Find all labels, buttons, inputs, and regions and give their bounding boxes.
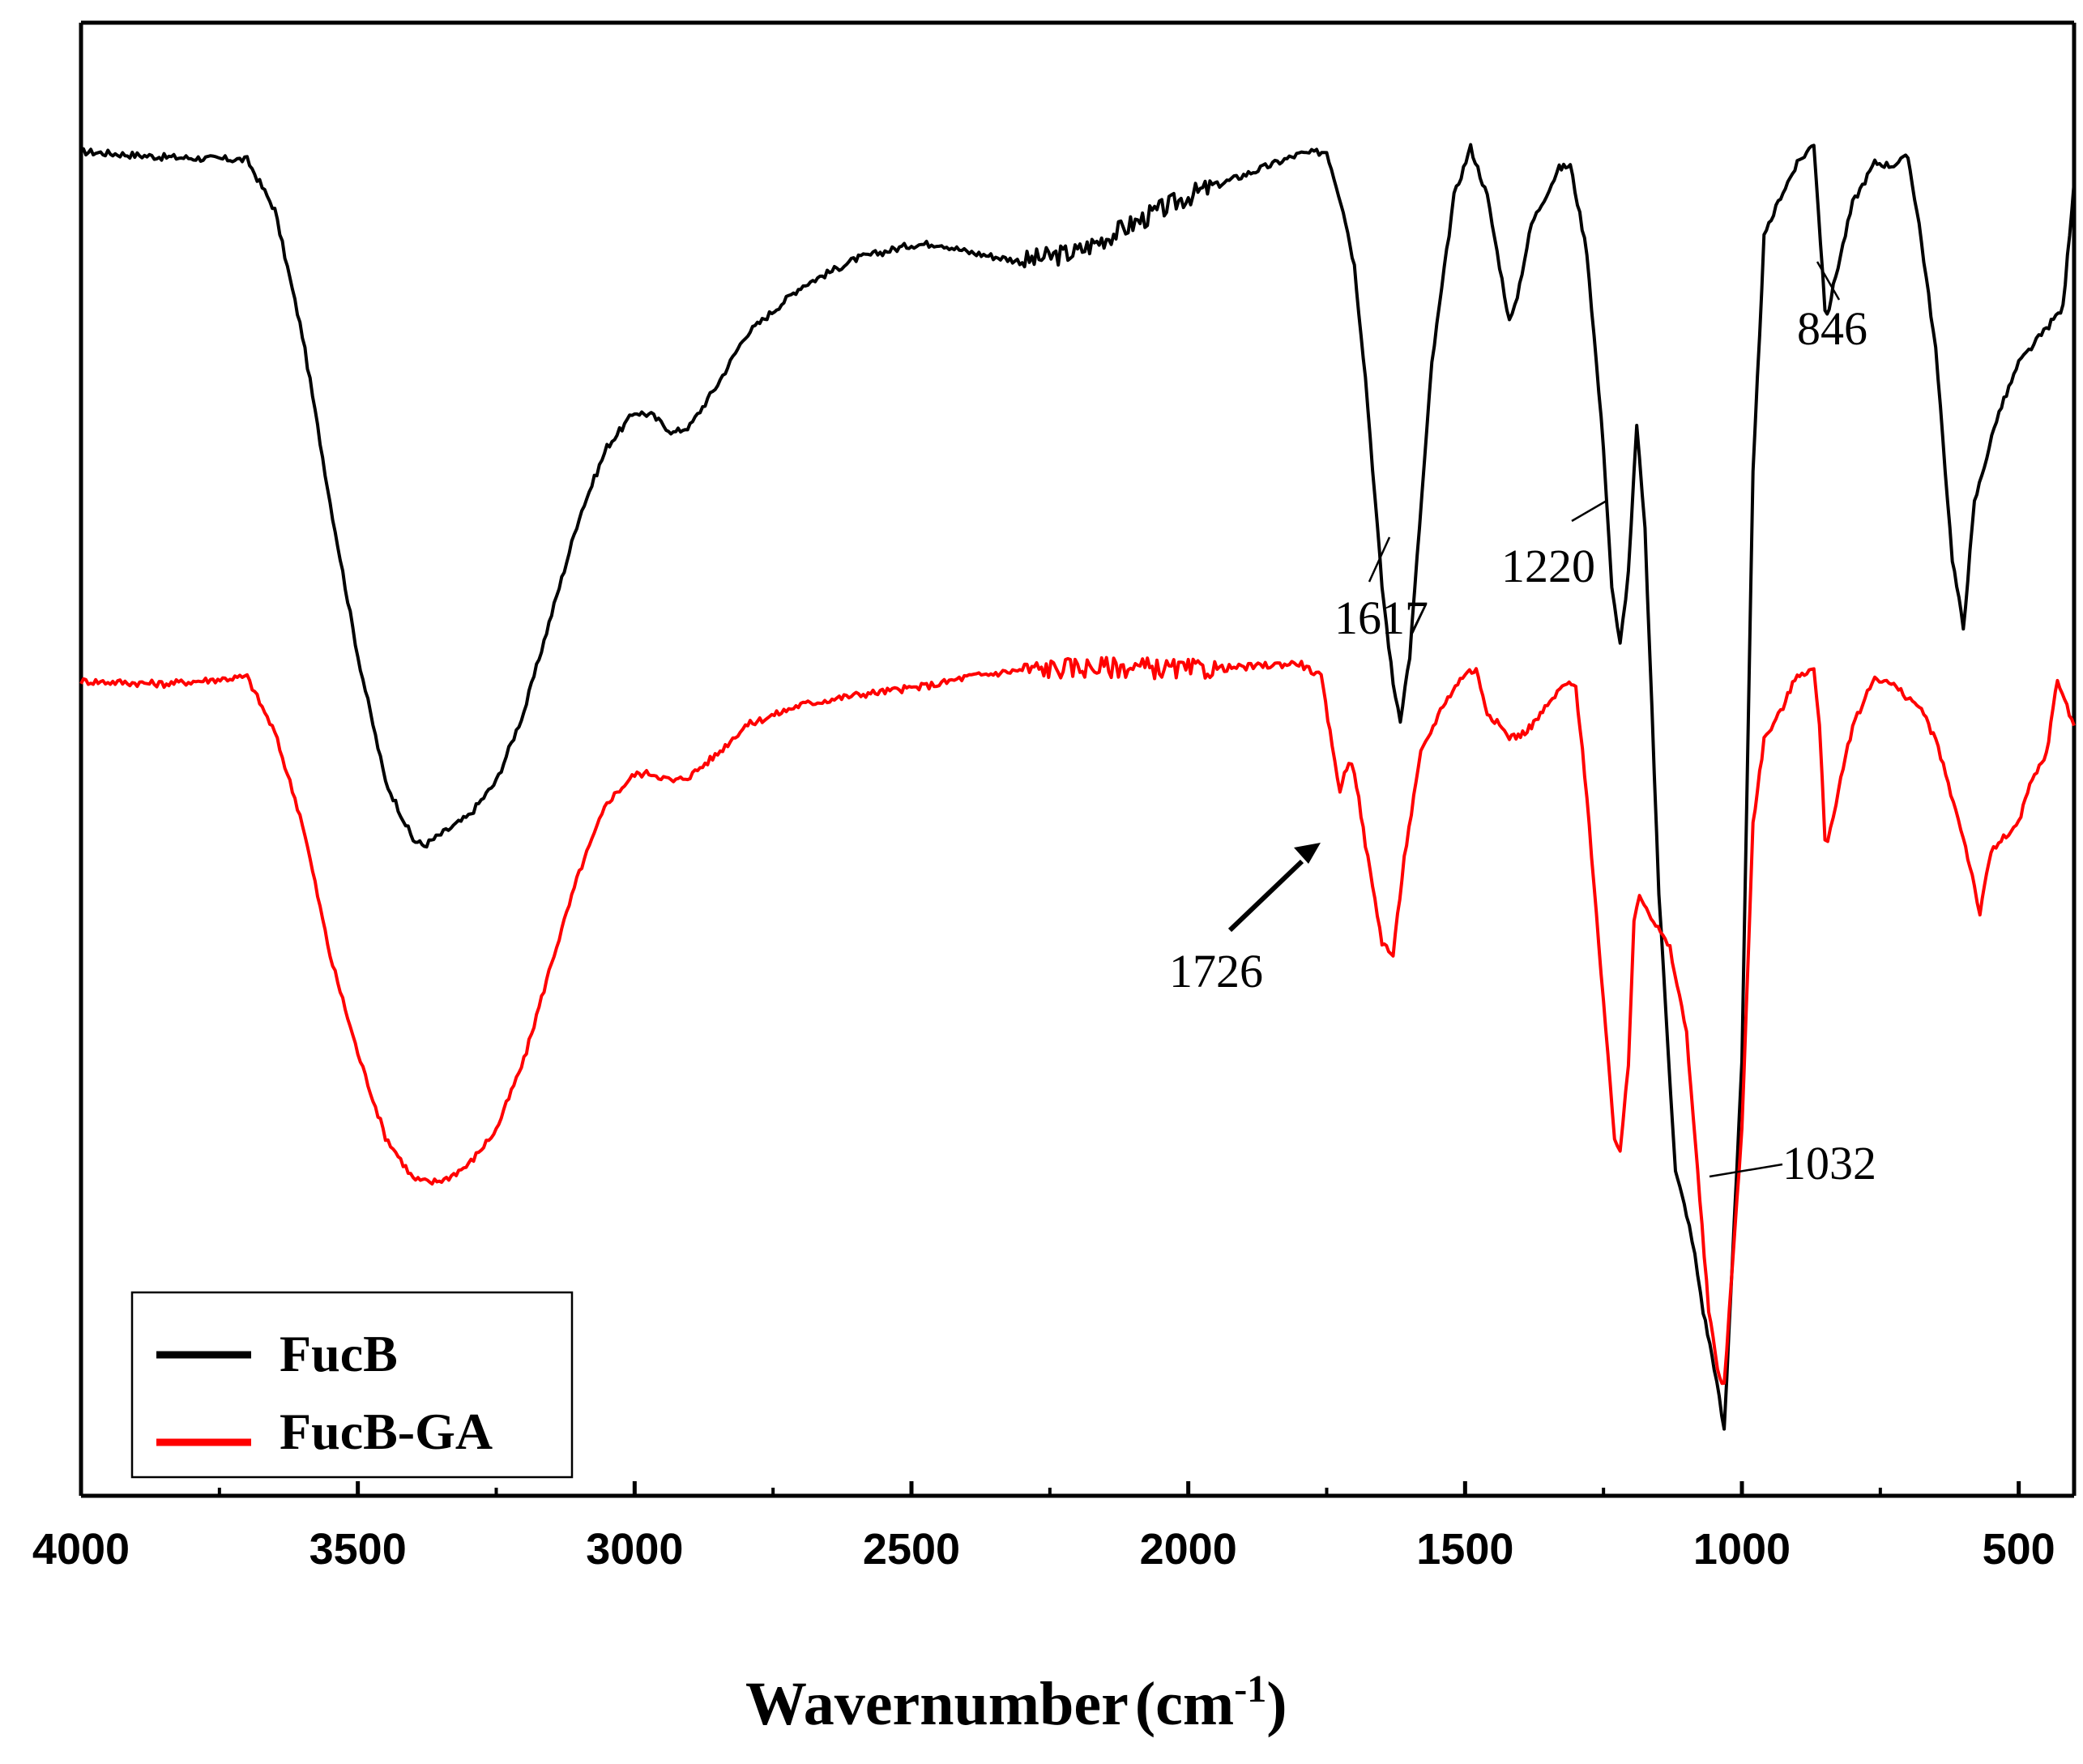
- annotation-1617: 1617: [1334, 592, 1428, 644]
- x-ticks: [79, 1481, 2021, 1496]
- annotation-leader-846: [1816, 261, 1841, 301]
- legend-label-fucb: FucB: [280, 1325, 398, 1382]
- x-tick-label-500: 500: [1983, 1525, 2055, 1574]
- annotation-leader-1617: [1368, 536, 1391, 583]
- x-tick-label-2000: 2000: [1140, 1525, 1237, 1574]
- x-axis-title: Wavernumber (cm-1): [745, 1668, 1287, 1738]
- annotation-1220: 1220: [1501, 540, 1595, 592]
- x-tick-label-1500: 1500: [1416, 1525, 1513, 1574]
- series-line-fucb-ga: [79, 656, 2076, 1386]
- annotation-1726: 1726: [1169, 945, 1263, 997]
- x-tick-label-2500: 2500: [863, 1525, 960, 1574]
- annotation-1032: 1032: [1782, 1137, 1876, 1190]
- annotation-leader-1032: [1709, 1163, 1783, 1178]
- annotation-846: 846: [1797, 302, 1867, 355]
- series-lines: [79, 143, 2076, 1431]
- annotations: 846 1617 1220 1726 1032: [1169, 261, 1876, 1190]
- legend-label-fucb-ga: FucB-GA: [280, 1403, 493, 1460]
- annotation-arrowhead-1726: [1294, 843, 1321, 864]
- annotation-arrow-1726: [1227, 859, 1304, 933]
- x-axis-title-unit: (cm: [1135, 1670, 1234, 1738]
- series-line-fucb: [81, 143, 2076, 1431]
- x-tick-label-3000: 3000: [586, 1525, 683, 1574]
- x-axis-title-main: Wavernumber: [745, 1670, 1129, 1738]
- x-tick-label-1000: 1000: [1693, 1525, 1791, 1574]
- annotation-leader-1220: [1571, 499, 1607, 523]
- legend: FucB FucB-GA: [130, 1291, 574, 1479]
- x-axis-title-unit-sup: -1: [1234, 1668, 1266, 1711]
- x-axis-title-unit-close: ): [1266, 1670, 1287, 1738]
- legend-box: [130, 1291, 574, 1479]
- x-tick-label-3500: 3500: [309, 1525, 407, 1574]
- x-tick-labels: 4000 3500 3000 2500 2000 1500 1000 500: [32, 1525, 2055, 1574]
- x-tick-label-4000: 4000: [32, 1525, 130, 1574]
